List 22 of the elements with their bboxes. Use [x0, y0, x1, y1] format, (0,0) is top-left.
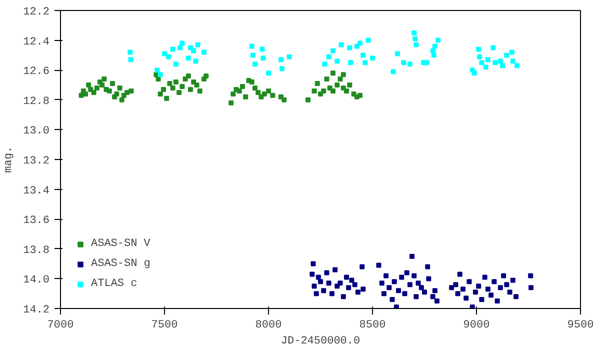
x-axis-title: JD-2450000.0: [280, 336, 360, 348]
y-tick-label: 13.0: [23, 126, 50, 138]
y-tick-label: 13.2: [23, 156, 50, 168]
y-tick-label: 13.6: [23, 215, 50, 228]
y-axis-title: mag.: [3, 146, 16, 173]
y-tick-label: 14.2: [23, 304, 50, 316]
y-tick-label: 13.8: [23, 244, 50, 257]
legend-label: ASAS-SN V: [91, 237, 150, 251]
x-tick-label: 8000: [255, 320, 282, 332]
y-tick-label: 12.6: [23, 66, 50, 78]
y-tick-label: 12.2: [23, 6, 50, 18]
legend-label: ATLAS c: [91, 277, 138, 291]
y-tick-label: 14.0: [23, 274, 50, 287]
x-tick-label: 9500: [567, 320, 594, 332]
y-tick-label: 13.4: [23, 185, 50, 198]
x-tick-label: 7000: [47, 320, 74, 332]
y-tick-label: 12.8: [23, 96, 50, 108]
x-tick-label: 9000: [463, 320, 490, 332]
x-tick-label: 8500: [359, 320, 386, 332]
x-tick-label: 7500: [151, 320, 178, 332]
y-tick-label: 12.4: [23, 36, 50, 48]
legend-label: ASAS-SN g: [91, 257, 150, 271]
